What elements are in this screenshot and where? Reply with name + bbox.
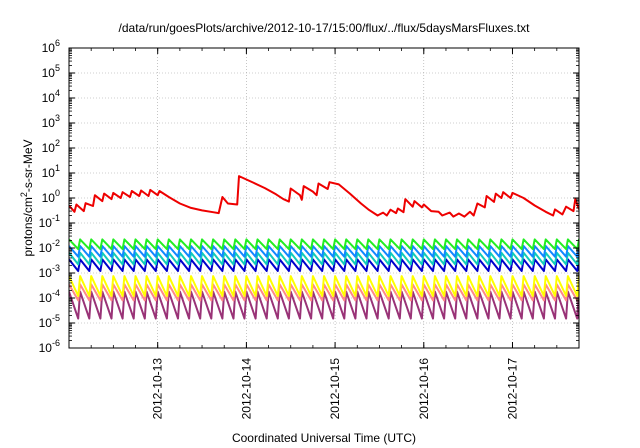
y-tick-label: 105 xyxy=(42,63,60,80)
series-line-7 xyxy=(69,290,579,320)
y-tick-label: 103 xyxy=(42,113,60,130)
y-tick-label: 100 xyxy=(42,188,60,205)
series-line-5 xyxy=(69,275,579,297)
x-tick-label: 2012-10-17 xyxy=(505,358,519,420)
series-line-1 xyxy=(69,238,579,251)
series-line-3 xyxy=(69,251,579,266)
y-tick-label: 10-2 xyxy=(39,238,60,255)
series-line-2 xyxy=(69,245,579,258)
y-tick-label: 104 xyxy=(42,88,60,105)
series-group xyxy=(69,175,579,320)
series-line-0 xyxy=(69,175,579,218)
y-tick-label: 10-4 xyxy=(39,288,60,305)
y-tick-label: 10-6 xyxy=(39,338,60,355)
x-tick-label: 2012-10-15 xyxy=(328,358,342,420)
y-tick-label: 101 xyxy=(42,163,60,180)
y-tick-label: 106 xyxy=(42,38,60,55)
y-tick-label: 10-3 xyxy=(39,263,60,280)
y-tick-label: 10-1 xyxy=(39,213,60,230)
x-axis-label: Coordinated Universal Time (UTC) xyxy=(232,431,416,445)
x-axis-ticks: 2012-10-13 2012-10-14 2012-10-15 2012-10-16… xyxy=(68,48,580,420)
y-tick-label: 10-5 xyxy=(39,313,60,330)
series-line-4 xyxy=(69,258,579,272)
y-axis-ticks: 10-6 10-5 10-4 10-3 10-2 10-1 100 101 102 103 104 1… xyxy=(39,38,579,355)
y-axis-label: protons/cm2-s-sr-MeV xyxy=(19,139,35,256)
x-tick-label: 2012-10-14 xyxy=(239,358,253,420)
chart-title: /data/run/goesPlots/archive/2012-10-17/1… xyxy=(119,21,531,35)
x-tick-label: 2012-10-16 xyxy=(417,358,431,420)
y-tick-label: 102 xyxy=(42,138,60,155)
x-tick-label: 2012-10-13 xyxy=(151,358,165,420)
